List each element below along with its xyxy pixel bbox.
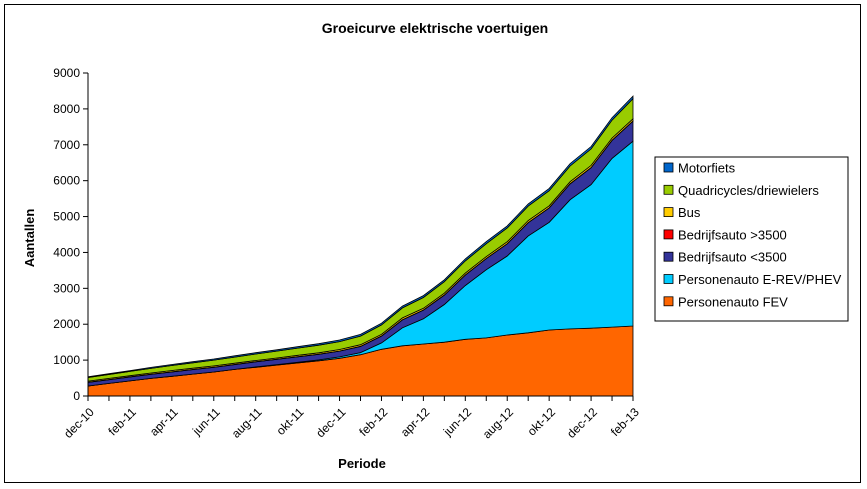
y-tick-label: 6000 xyxy=(53,174,80,188)
x-tick-label: jun-12 xyxy=(440,405,474,439)
legend: Motorfiets Quadricycles/driewielers Bus Bed… xyxy=(654,156,849,322)
x-tick-label: apr-11 xyxy=(147,405,181,439)
x-tick-label: dec-11 xyxy=(313,405,348,440)
x-tick-label: jun-11 xyxy=(189,405,223,439)
legend-label-motorfiets: Motorfiets xyxy=(678,161,736,176)
chart-title: Groeicurve elektrische voertuigen xyxy=(322,20,548,36)
legend-swatch-personenauto-e-rev-phev xyxy=(663,274,674,284)
legend-label-personenauto-e-rev-phev: Personenauto E-REV/PHEV xyxy=(678,272,842,287)
x-tick-label: okt-12 xyxy=(525,405,559,439)
legend-label-bus: Bus xyxy=(678,205,701,220)
y-tick-label: 9000 xyxy=(53,66,80,80)
legend-box xyxy=(654,156,849,322)
legend-label-quadricycles-driewielers: Quadricycles/driewielers xyxy=(678,183,819,198)
x-tick-label: feb-11 xyxy=(105,405,139,439)
y-tick-label: 4000 xyxy=(53,245,80,259)
y-tick-label: 5000 xyxy=(53,210,80,224)
chart-frame: Groeicurve elektrische voertuigen Aantal… xyxy=(4,4,861,483)
y-tick-label: 2000 xyxy=(53,317,80,331)
legend-swatch-bedrijfsauto-3500 xyxy=(663,229,674,240)
y-tick-label: 0 xyxy=(73,389,80,403)
legend-swatch-quadricycles-driewielers xyxy=(663,184,674,195)
legend-swatch-bus xyxy=(663,207,674,218)
x-tick-label: aug-12 xyxy=(480,405,517,442)
legend-swatch-bedrijfsauto-3500 xyxy=(663,251,674,262)
x-tick-label: aug-11 xyxy=(229,405,265,441)
x-tick-label: okt-11 xyxy=(274,405,307,438)
legend-swatch-motorfiets xyxy=(663,162,674,173)
x-tick-label: dec-10 xyxy=(61,405,97,441)
legend-label-personenauto-fev: Personenauto FEV xyxy=(678,294,788,309)
x-axis-title: Periode xyxy=(338,456,386,471)
legend-label-bedrijfsauto-3500: Bedrijfsauto >3500 xyxy=(678,227,787,242)
area-series-group xyxy=(87,95,634,397)
chart-canvas: Groeicurve elektrische voertuigen Aantal… xyxy=(22,20,849,471)
x-tick-label: feb-13 xyxy=(608,405,642,439)
y-tick-label: 1000 xyxy=(53,353,80,367)
x-tick-label: feb-12 xyxy=(356,405,390,439)
legend-label-bedrijfsauto-3500: Bedrijfsauto <3500 xyxy=(678,250,787,265)
legend-swatch-personenauto-fev xyxy=(663,296,674,307)
y-tick-label: 3000 xyxy=(53,281,80,295)
x-tick-label: apr-12 xyxy=(398,405,433,440)
x-tick-label: dec-12 xyxy=(564,405,600,441)
y-tick-label: 8000 xyxy=(53,102,80,116)
area-motorfiets xyxy=(87,95,634,378)
y-axis-title: Aantallen xyxy=(22,209,37,268)
y-tick-label: 7000 xyxy=(53,138,80,152)
